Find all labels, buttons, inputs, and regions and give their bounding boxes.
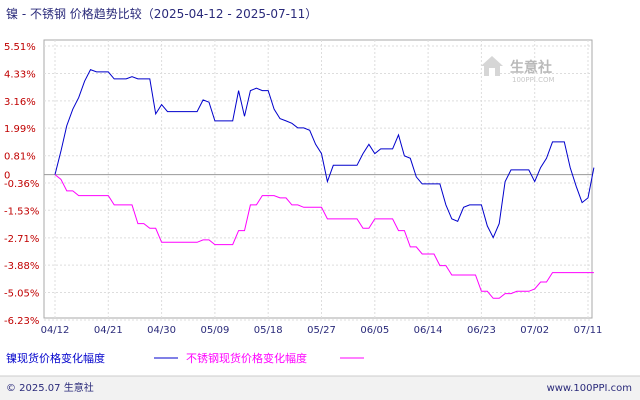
footer-site-link[interactable]: www.100PPI.com xyxy=(547,383,632,394)
y-tick-label: 3.16% xyxy=(4,97,36,108)
legend-label-stainless: 不锈钢现货价格变化幅度 xyxy=(186,351,307,365)
y-tick-label: -3.88% xyxy=(4,261,39,272)
y-tick-label: -6.23% xyxy=(4,316,39,327)
legend: 镍现货价格变化幅度 不锈钢现货价格变化幅度 xyxy=(6,351,364,365)
x-tick-label: 06/23 xyxy=(467,325,496,336)
x-tick-label: 07/02 xyxy=(520,325,549,336)
x-tick-label: 06/14 xyxy=(414,325,443,336)
x-tick-label: 05/09 xyxy=(200,325,229,336)
y-tick-label: 1.99% xyxy=(4,124,36,135)
x-tick-label: 04/30 xyxy=(147,325,176,336)
x-axis-ticks: 04/12 04/21 04/30 05/09 05/18 05/27 06/05 06/14… xyxy=(41,325,603,336)
y-tick-label: 5.51% xyxy=(4,42,36,53)
footer-bar xyxy=(0,376,640,400)
x-tick-label: 06/05 xyxy=(360,325,389,336)
legend-label-nickel: 镍现货价格变化幅度 xyxy=(6,351,105,365)
x-tick-label: 04/21 xyxy=(94,325,123,336)
series-line-stainless xyxy=(54,174,594,299)
watermark-name: 生意社 xyxy=(510,59,552,76)
y-axis-ticks: 5.51% 4.33% 3.16% 1.99% 0.81% 0-0.36% -1.53% -2… xyxy=(4,42,39,327)
y-tick-label: 4.33% xyxy=(4,70,36,81)
y-tick-label: -0.36% xyxy=(4,179,39,190)
series-line-nickel xyxy=(54,68,595,239)
chart-title: 镍 - 不锈钢 价格趋势比较（2025-04-12 - 2025-07-11） xyxy=(6,6,317,21)
plot-area xyxy=(43,39,593,319)
y-tick-label: -5.05% xyxy=(4,288,39,299)
watermark: 生意社 100PPI.COM xyxy=(481,56,555,84)
x-tick-label: 05/27 xyxy=(307,325,336,336)
x-tick-label: 05/18 xyxy=(254,325,283,336)
y-tick-label: -1.53% xyxy=(4,206,39,217)
watermark-site: 100PPI.COM xyxy=(512,76,555,84)
x-tick-label: 07/11 xyxy=(574,325,603,336)
y-tick-label: 0 xyxy=(4,171,10,182)
y-tick-label: 0.81% xyxy=(4,152,36,163)
y-tick-label: -2.71% xyxy=(4,234,39,245)
footer-copyright: © 2025.07 生意社 xyxy=(6,381,94,394)
house-logo-icon xyxy=(481,56,503,76)
x-tick-label: 04/12 xyxy=(41,325,70,336)
series-lines xyxy=(54,68,595,299)
